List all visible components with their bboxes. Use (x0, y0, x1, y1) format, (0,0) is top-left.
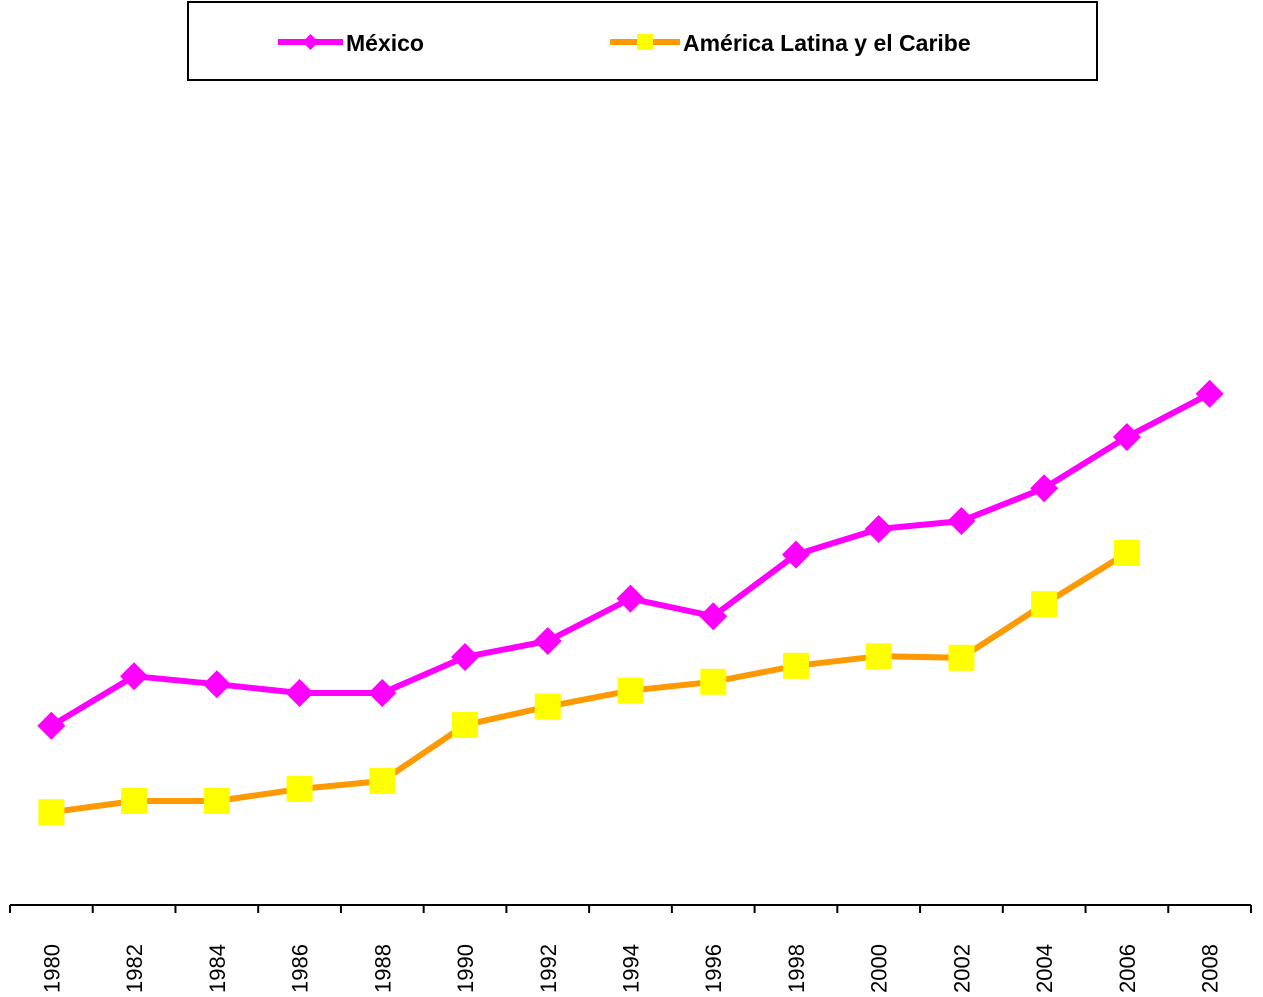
legend-marker (637, 34, 653, 50)
marker (368, 679, 397, 707)
marker (202, 670, 231, 699)
legend-marker (302, 34, 319, 50)
legend-label: América Latina y el Caribe (683, 30, 971, 56)
marker (1113, 540, 1140, 566)
marker (38, 799, 65, 826)
marker (1112, 423, 1141, 451)
marker (286, 776, 313, 802)
legend-label: México (346, 30, 424, 56)
marker (452, 712, 479, 738)
marker (865, 643, 892, 670)
marker (369, 768, 396, 794)
x-tick-label: 2006 (1115, 944, 1140, 993)
marker (1031, 591, 1058, 618)
marker (1030, 474, 1059, 503)
marker (948, 644, 975, 671)
marker (533, 627, 562, 655)
marker (37, 711, 66, 740)
x-tick-label: 1982 (122, 944, 147, 993)
marker (781, 540, 810, 569)
x-tick-label: 1984 (205, 944, 230, 993)
marker (120, 662, 149, 691)
marker (451, 643, 480, 671)
x-tick-label: 1980 (39, 944, 64, 993)
x-tick-label: 2004 (1032, 944, 1057, 993)
marker (121, 788, 148, 814)
series-line (49, 391, 1212, 729)
x-tick-label: 1996 (701, 944, 726, 993)
series-line (50, 550, 1129, 816)
marker (1195, 379, 1224, 408)
x-tick-label: 1986 (288, 944, 313, 993)
x-tick-label: 1992 (536, 944, 561, 993)
marker (534, 693, 561, 720)
marker (947, 507, 976, 535)
marker (285, 679, 314, 707)
x-tick-label: 2002 (949, 944, 974, 993)
marker (700, 668, 727, 695)
x-tick-label: 2000 (867, 944, 892, 993)
x-tick-label: 1994 (619, 944, 644, 993)
marker (699, 602, 728, 631)
marker (617, 677, 644, 704)
marker (616, 584, 645, 613)
marker (864, 515, 893, 543)
x-tick-label: 1990 (453, 944, 478, 993)
x-tick-label: 1988 (370, 944, 395, 993)
marker (782, 652, 809, 679)
marker (203, 788, 230, 814)
x-tick-label: 1998 (784, 944, 809, 993)
x-tick-label: 2008 (1198, 944, 1223, 993)
